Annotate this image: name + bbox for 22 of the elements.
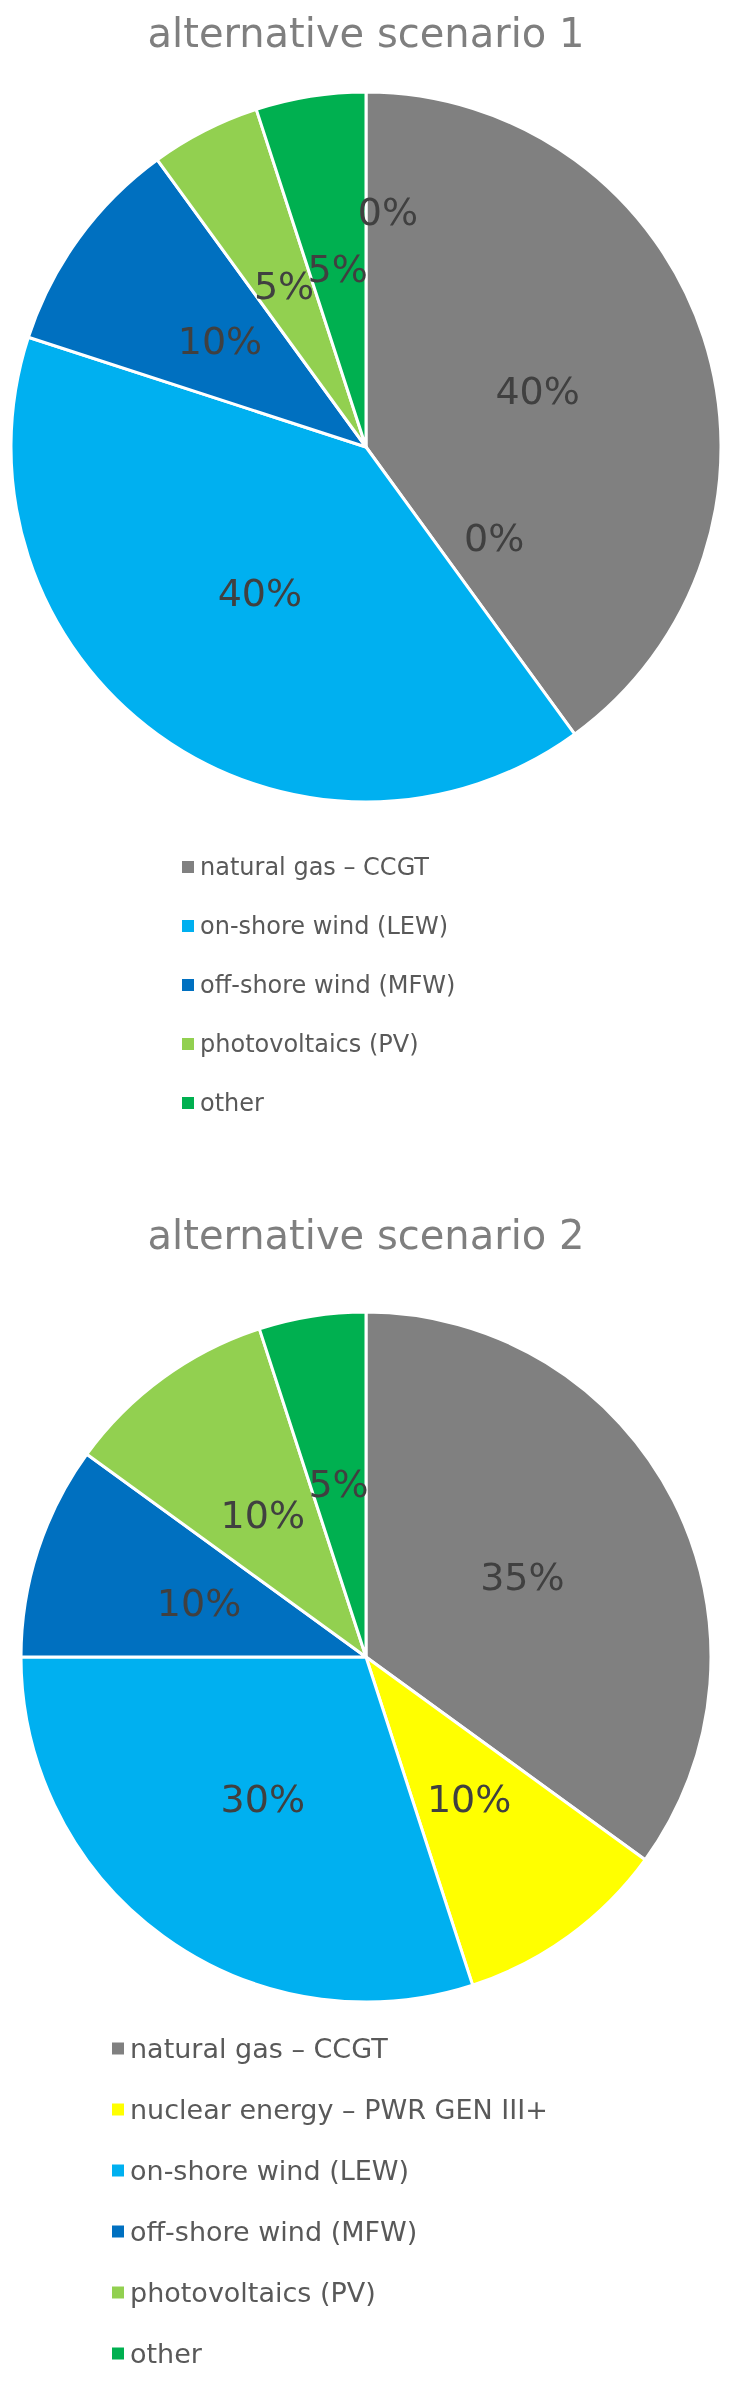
chart-title: alternative scenario 2	[147, 1212, 585, 1258]
legend-label: photovoltaics (PV)	[130, 2277, 376, 2308]
legend-label: off-shore wind (MFW)	[200, 971, 456, 999]
data-label: 10%	[220, 1493, 306, 1538]
legend-label: nuclear energy – PWR GEN III+	[130, 2094, 548, 2125]
legend-label: photovoltaics (PV)	[200, 1030, 419, 1058]
data-label: 40%	[217, 571, 303, 616]
legend-label: on-shore wind (LEW)	[130, 2155, 410, 2186]
legend-label: other	[200, 1089, 265, 1117]
chart-title: alternative scenario 1	[147, 10, 585, 56]
legend-label: natural gas – CCGT	[130, 2033, 389, 2064]
legend-label: natural gas – CCGT	[200, 853, 430, 881]
data-label: 40%	[495, 369, 580, 414]
data-label: 10%	[426, 1776, 512, 1821]
legend-label: off-shore wind (MFW)	[130, 2216, 418, 2247]
legend-label: other	[130, 2338, 203, 2369]
legend-label: on-shore wind (LEW)	[200, 912, 449, 940]
data-label: 35%	[480, 1555, 565, 1600]
data-label: 10%	[177, 318, 263, 363]
data-label: 10%	[156, 1580, 242, 1625]
text: 0%	[463, 516, 525, 561]
data-label: 30%	[220, 1776, 306, 1821]
